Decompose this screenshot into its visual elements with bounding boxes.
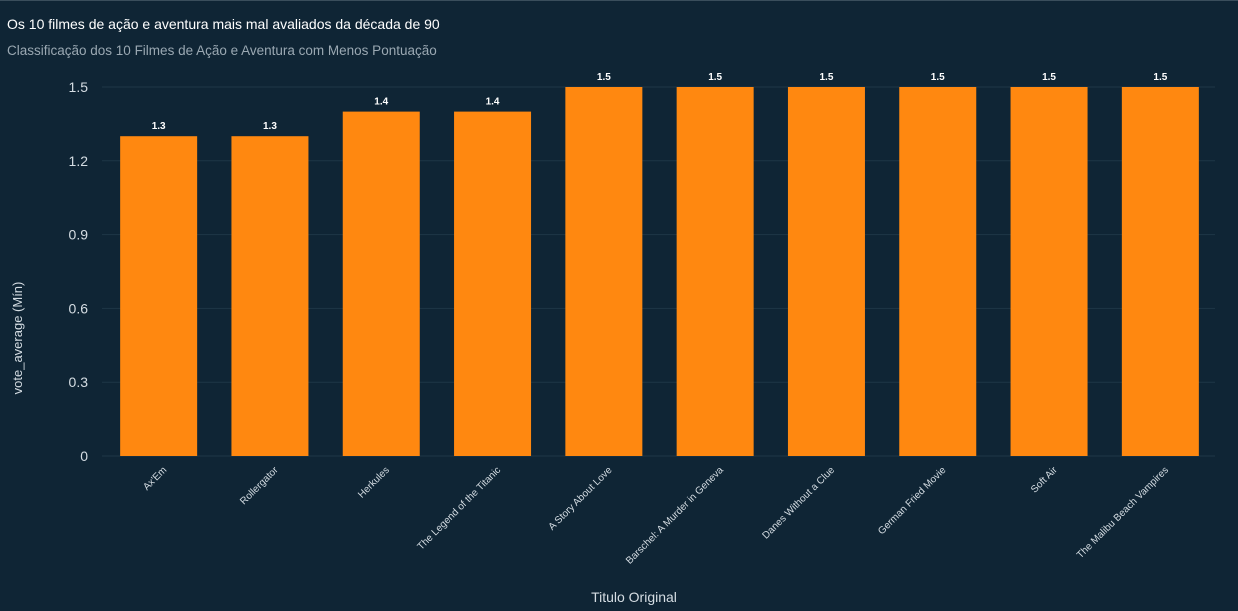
- bar-data-label: 1.5: [819, 72, 833, 83]
- y-tick-label: 1.5: [69, 79, 89, 95]
- x-tick-label: Rollergator: [238, 464, 281, 507]
- x-tick-label: Herkules: [356, 465, 392, 501]
- bar[interactable]: [454, 111, 532, 456]
- x-tick-label: Danes Without a Clue: [761, 465, 838, 542]
- y-tick-label: 0.6: [69, 300, 89, 316]
- x-tick-label: Ax'Em: [141, 465, 169, 493]
- bar[interactable]: [899, 87, 977, 456]
- y-tick-label: 0: [80, 448, 88, 464]
- bar-data-label: 1.5: [597, 72, 611, 83]
- x-tick-label: A Story About Love: [547, 465, 615, 533]
- bar-data-label: 1.5: [1042, 72, 1056, 83]
- bar[interactable]: [676, 87, 754, 456]
- y-axis-label: vote_average (Mín): [10, 282, 25, 395]
- bar[interactable]: [565, 87, 643, 456]
- bar-data-label: 1.5: [708, 72, 722, 83]
- bar-data-label: 1.3: [152, 121, 166, 132]
- y-axis-ticks: 0 0.3 0.6 0.9 1.2 1.5: [69, 79, 89, 464]
- x-tick-label: German Fried Movie: [876, 465, 949, 538]
- chart-title: Os 10 filmes de ação e aventura mais mal…: [7, 16, 440, 32]
- bar[interactable]: [231, 136, 309, 456]
- y-tick-label: 0.9: [69, 227, 89, 243]
- x-tick-label: Soft Air: [1029, 464, 1060, 495]
- y-tick-label: 0.3: [69, 374, 89, 390]
- x-tick-label: The Malibu Beach Vampires: [1075, 465, 1171, 561]
- bar[interactable]: [120, 136, 198, 456]
- bar-data-label: 1.5: [931, 72, 945, 83]
- x-tick-label: Barschel: A Murder in Geneva: [624, 465, 726, 567]
- x-tick-label: The Legend of the Titanic: [416, 465, 504, 553]
- bar[interactable]: [1121, 87, 1199, 456]
- bars: 1.3 1.3 1.4 1.4 1.5 1.5 1.5 1.5 1.5 1.5: [120, 72, 1199, 456]
- y-tick-label: 1.2: [69, 153, 89, 169]
- bar[interactable]: [787, 87, 865, 456]
- bar-data-label: 1.5: [1153, 72, 1167, 83]
- chart-subtitle: Classificação dos 10 Filmes de Ação e Av…: [7, 43, 437, 58]
- bar-data-label: 1.4: [374, 97, 388, 108]
- bar[interactable]: [1010, 87, 1088, 456]
- x-axis-ticks: Ax'Em Rollergator Herkules The Legend of th…: [141, 464, 1171, 566]
- bar[interactable]: [342, 111, 420, 456]
- bar-data-label: 1.4: [486, 97, 500, 108]
- x-axis-label: Titulo Original: [591, 589, 677, 605]
- bar-data-label: 1.3: [263, 121, 277, 132]
